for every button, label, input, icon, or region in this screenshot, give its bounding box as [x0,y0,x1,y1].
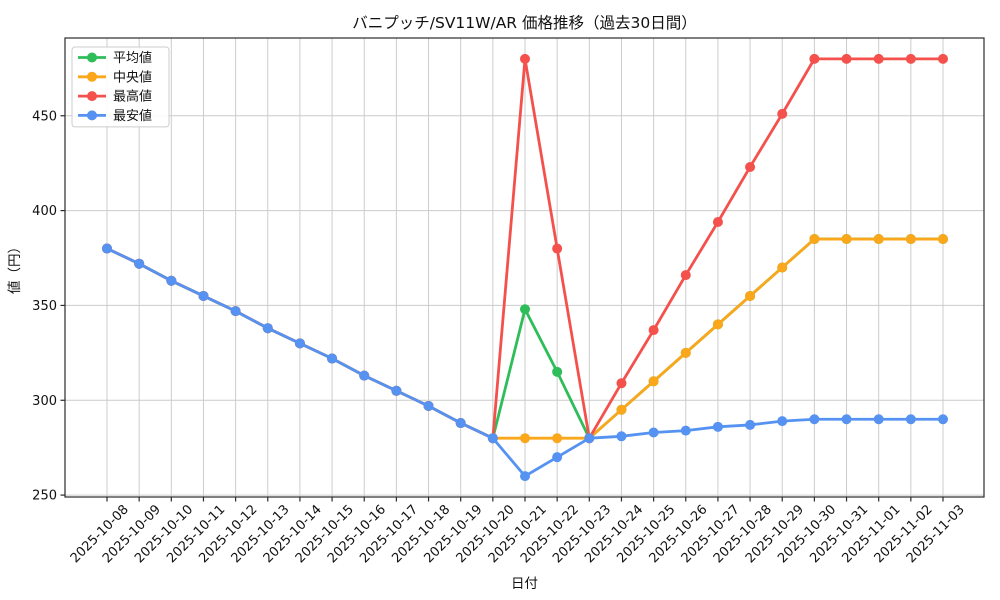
series-min-point [552,452,563,463]
series-max-point [841,53,852,64]
series-min-point [809,414,820,425]
series-max-point [745,161,756,172]
series-max-point [680,270,691,281]
series-min [102,243,948,482]
series-median-point [520,433,530,444]
legend-label: 平均値 [113,50,152,66]
legend-item-median: 中央値 [78,69,152,85]
gridlines [65,38,984,497]
legend-item-min: 最安値 [78,108,152,124]
series-median-point [777,262,788,273]
series-min-point [327,353,338,364]
series-max-point [552,243,563,254]
series-median-point [648,376,659,387]
y-tick-label: 400 [32,204,57,219]
series-min-point [648,427,659,438]
series-min-point [198,290,209,301]
series-min-point [134,258,145,269]
x-axis-label: 日付 [511,576,538,592]
series-min-point [230,306,241,317]
series-min-point [102,243,112,254]
chart-title: バニプッチ/SV11W/AR 価格推移（過去30日間） [352,14,696,32]
series-min-point [294,338,305,349]
series-min-point [455,418,466,429]
series-max-point [777,108,788,119]
series-max-point [873,53,884,64]
legend-label: 最安値 [113,108,152,124]
series-min-point [584,433,595,444]
series-median-point [905,234,916,245]
series-median-point [809,234,820,245]
series-min-point [262,323,273,334]
series-max-point [520,53,530,64]
legend-marker-dot [87,91,97,102]
series-average-point [520,304,530,315]
series-median-point [938,234,948,245]
legend-item-average: 平均値 [78,50,152,66]
series-max-point [648,325,659,336]
series-min-point [423,400,434,411]
series-min-point [359,370,370,381]
series-median-point [745,290,756,301]
y-tick-label: 250 [32,489,57,504]
legend-marker-dot [87,52,97,63]
series-max-point [712,216,723,227]
series-min-point [391,385,402,396]
series-median-point [552,433,563,444]
series-min-point [841,414,852,425]
legend-item-max: 最高値 [78,89,152,105]
series-median-point [616,404,627,415]
series-median-point [873,234,884,245]
y-tick-label: 300 [32,394,57,409]
series-max-point [905,53,916,64]
legend-label: 最高値 [113,89,152,105]
y-axis-label: 値（円） [7,240,23,294]
series-median-point [841,234,852,245]
series-min-point [905,414,916,425]
series-layer [102,53,948,482]
series-min-point [873,414,884,425]
series-min-point [520,471,530,482]
series-median-point [680,347,691,358]
y-tick-label: 450 [32,109,57,124]
series-min-point [616,431,627,442]
series-min-point [680,425,691,436]
y-tick-label: 350 [32,299,57,314]
series-min-point [745,419,756,430]
series-max-point [809,53,820,64]
series-max-point [616,378,627,389]
series-min-point [166,275,177,286]
series-min-point [712,421,723,432]
series-min-point [938,414,948,425]
series-average-point [552,366,563,377]
series-min-point [777,416,788,427]
legend-label: 中央値 [113,69,152,85]
series-min-point [487,433,498,444]
series-median-point [712,319,723,330]
legend-marker-dot [87,110,97,121]
legend-marker-dot [87,71,97,82]
legend-box [71,46,170,128]
series-max-point [938,53,948,64]
